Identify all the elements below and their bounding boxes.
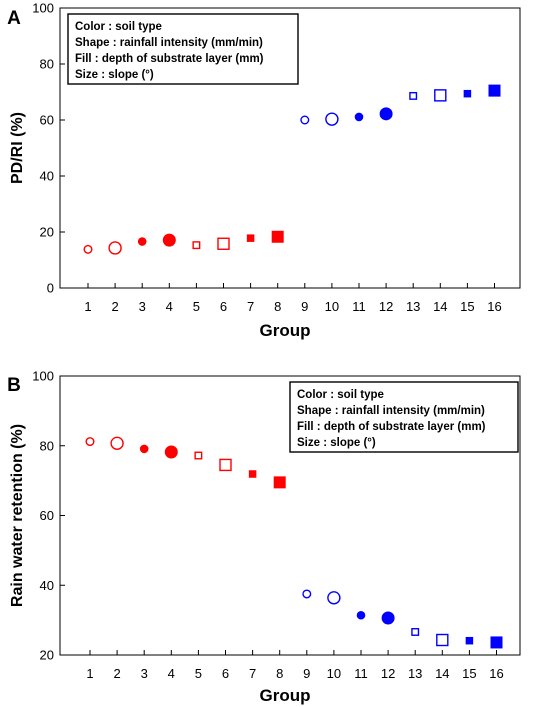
x-tick-label: 2 <box>111 299 118 314</box>
legend-entry: Shape : rainfall intensity (mm/min) <box>297 405 485 417</box>
data-point <box>192 241 201 250</box>
y-tick-label: 60 <box>40 508 54 523</box>
x-tick-label: 9 <box>303 666 310 681</box>
x-tick-label: 5 <box>195 666 202 681</box>
x-tick-label: 2 <box>113 666 120 681</box>
legend-entry: Size : slope (°) <box>75 69 154 81</box>
x-axis-label: Group <box>260 321 311 340</box>
data-point <box>139 444 149 454</box>
legend-entry: Fill : depth of substrate layer (mm) <box>297 421 486 433</box>
y-tick-label: 100 <box>32 369 54 384</box>
data-point <box>325 112 339 126</box>
x-tick-label: 5 <box>193 299 200 314</box>
panel-label: B <box>7 375 21 396</box>
legend-entry: Color : soil type <box>75 21 162 33</box>
y-tick-label: 100 <box>32 1 54 16</box>
data-point <box>83 244 93 254</box>
x-tick-label: 3 <box>139 299 146 314</box>
legend-box <box>289 381 519 453</box>
data-point <box>162 233 176 247</box>
x-tick-label: 15 <box>462 666 476 681</box>
x-tick-label: 10 <box>327 666 341 681</box>
y-axis-label: Rain water retention (%) <box>9 424 26 607</box>
x-tick-label: 13 <box>406 299 420 314</box>
data-point <box>300 115 310 125</box>
x-tick-label: 6 <box>222 666 229 681</box>
data-point <box>434 89 447 102</box>
y-tick-label: 40 <box>40 169 54 184</box>
data-point <box>219 458 232 472</box>
x-tick-label: 4 <box>166 299 173 314</box>
y-tick-label: 80 <box>40 57 54 72</box>
x-tick-label: 11 <box>352 299 366 314</box>
legend-entry: Color : soil type <box>297 389 384 401</box>
data-point <box>436 633 449 647</box>
data-point <box>271 230 284 243</box>
data-point <box>108 241 122 255</box>
data-point <box>354 112 364 122</box>
x-tick-label: 8 <box>276 666 283 681</box>
x-tick-label: 7 <box>249 666 256 681</box>
data-point <box>465 636 474 645</box>
data-point <box>273 476 286 489</box>
data-point <box>463 89 472 98</box>
legend-box <box>67 13 299 85</box>
data-point <box>490 636 503 649</box>
data-point <box>164 445 178 459</box>
data-point <box>356 610 366 620</box>
data-point <box>327 591 341 605</box>
y-tick-label: 80 <box>40 438 54 453</box>
x-tick-label: 7 <box>247 299 254 314</box>
data-point <box>110 436 124 451</box>
plot-frame <box>59 7 521 289</box>
x-axis-label: Group <box>260 686 311 705</box>
panel-label: A <box>7 8 21 29</box>
x-tick-label: 6 <box>220 299 227 314</box>
x-tick-label: 3 <box>141 666 148 681</box>
legend-entry: Size : slope (°) <box>297 437 376 449</box>
x-tick-label: 8 <box>274 299 281 314</box>
x-tick-label: 12 <box>379 299 393 314</box>
x-tick-label: 1 <box>84 299 91 314</box>
y-tick-label: 60 <box>40 113 54 128</box>
data-point <box>137 237 147 246</box>
x-tick-label: 14 <box>435 666 449 681</box>
data-point <box>248 470 257 478</box>
x-tick-label: 16 <box>489 666 503 681</box>
x-tick-label: 13 <box>408 666 422 681</box>
y-tick-label: 20 <box>40 648 54 663</box>
data-point <box>379 107 393 121</box>
x-tick-label: 14 <box>433 299 447 314</box>
x-tick-label: 4 <box>168 666 175 681</box>
legend-entry: Shape : rainfall intensity (mm/min) <box>75 37 263 49</box>
y-tick-label: 40 <box>40 578 54 593</box>
x-tick-label: 12 <box>381 666 395 681</box>
legend-entry: Fill : depth of substrate layer (mm) <box>75 53 264 65</box>
x-tick-label: 10 <box>325 299 339 314</box>
data-point <box>302 589 312 599</box>
x-tick-label: 15 <box>460 299 474 314</box>
x-tick-label: 1 <box>86 666 93 681</box>
y-tick-label: 0 <box>47 281 54 296</box>
data-point <box>217 237 230 250</box>
data-point <box>85 437 95 447</box>
data-point <box>488 84 501 97</box>
data-point <box>409 91 418 100</box>
x-tick-label: 11 <box>354 666 368 681</box>
x-tick-label: 16 <box>487 299 501 314</box>
data-point <box>411 628 420 636</box>
x-tick-label: 9 <box>301 299 308 314</box>
data-point <box>246 234 255 242</box>
data-point <box>381 611 395 625</box>
y-axis-label: PD/RI (%) <box>9 112 26 184</box>
data-point <box>194 451 203 460</box>
y-tick-label: 20 <box>40 225 54 240</box>
